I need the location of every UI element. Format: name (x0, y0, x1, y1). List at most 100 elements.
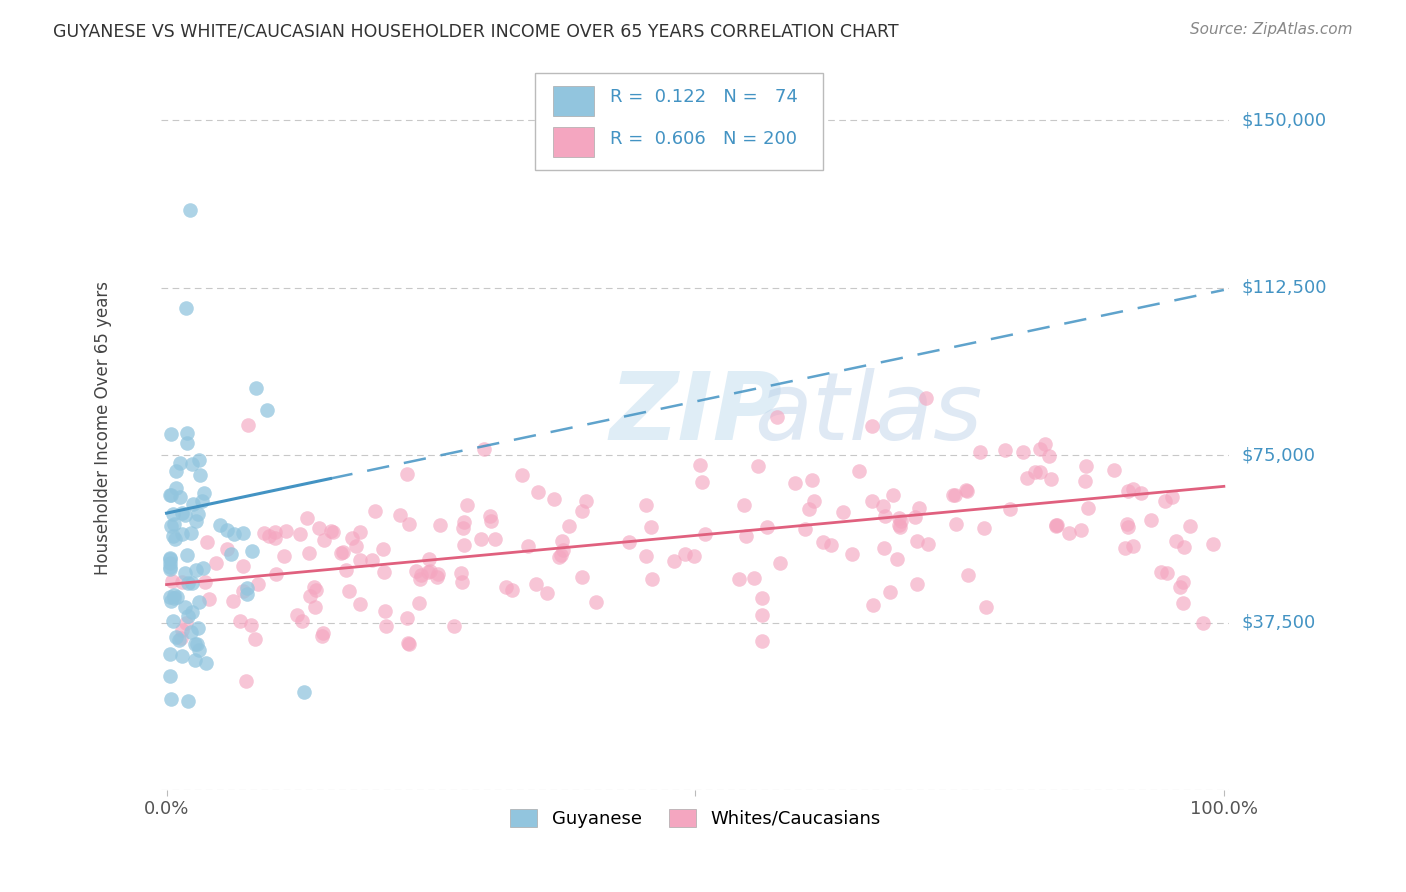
Point (409, 572, 432, 586)
Point (398, 517, 420, 532)
Point (619, 535, 641, 549)
Point (1046, 517, 1069, 532)
Point (375, 619, 398, 633)
Point (453, 538, 475, 552)
Text: $112,500: $112,500 (1241, 278, 1327, 297)
Point (690, 475, 713, 490)
Point (195, 534, 218, 549)
FancyBboxPatch shape (553, 86, 593, 116)
Point (170, 506, 193, 520)
Point (942, 488, 965, 502)
Point (184, 514, 207, 528)
Point (1000, 502, 1022, 516)
Point (1115, 516, 1137, 531)
Point (295, 511, 318, 525)
Point (194, 575, 217, 590)
Point (246, 577, 269, 591)
Point (1122, 483, 1144, 497)
Point (170, 649, 193, 664)
Point (197, 592, 219, 607)
Point (172, 575, 194, 590)
Point (1173, 596, 1195, 610)
Point (887, 518, 910, 533)
Point (187, 453, 209, 467)
Point (186, 563, 208, 577)
Point (276, 524, 298, 539)
Point (886, 552, 908, 566)
Point (177, 693, 200, 707)
Point (453, 515, 475, 529)
Point (820, 538, 842, 552)
Text: GUYANESE VS WHITE/CAUCASIAN HOUSEHOLDER INCOME OVER 65 YEARS CORRELATION CHART: GUYANESE VS WHITE/CAUCASIAN HOUSEHOLDER … (53, 22, 898, 40)
Point (232, 526, 254, 541)
Point (304, 600, 326, 615)
Point (527, 484, 550, 499)
Point (1191, 616, 1213, 631)
Point (890, 514, 912, 528)
Point (253, 526, 276, 541)
Point (364, 504, 387, 518)
Point (187, 621, 209, 635)
Point (875, 508, 897, 523)
Point (176, 548, 198, 562)
Point (510, 467, 533, 482)
Point (245, 632, 267, 646)
Point (733, 498, 755, 512)
Point (501, 583, 523, 598)
Point (769, 556, 792, 570)
Point (311, 628, 333, 642)
Point (1074, 474, 1097, 488)
Point (273, 549, 295, 563)
Point (305, 583, 328, 598)
Point (256, 403, 278, 417)
Point (291, 614, 314, 628)
Point (571, 504, 593, 518)
Point (727, 572, 749, 586)
Point (799, 501, 821, 516)
Point (811, 535, 834, 549)
Point (1076, 500, 1098, 515)
Point (349, 597, 371, 611)
Point (1076, 459, 1098, 474)
Point (472, 442, 495, 456)
Point (408, 596, 430, 610)
Point (166, 590, 188, 604)
Point (973, 521, 995, 535)
Point (360, 553, 382, 567)
Point (1039, 472, 1062, 486)
Point (443, 619, 465, 633)
Point (1011, 445, 1033, 459)
Point (159, 562, 181, 576)
Point (240, 543, 263, 558)
Point (163, 591, 186, 605)
Point (1161, 491, 1184, 505)
Point (451, 521, 474, 535)
Point (160, 427, 183, 442)
Point (917, 537, 939, 551)
Point (162, 507, 184, 521)
Point (215, 523, 238, 537)
Point (1102, 463, 1125, 477)
Point (308, 521, 330, 535)
Point (641, 572, 664, 586)
Point (395, 611, 418, 625)
Point (848, 464, 870, 478)
Point (450, 566, 472, 580)
Point (889, 520, 911, 534)
Point (288, 527, 311, 541)
Point (179, 202, 201, 217)
Point (419, 564, 441, 578)
Point (429, 518, 451, 533)
Point (159, 560, 181, 574)
Point (905, 577, 928, 591)
Text: $150,000: $150,000 (1241, 112, 1327, 129)
Point (744, 571, 766, 585)
Point (174, 301, 197, 315)
Point (1015, 470, 1038, 484)
Point (1201, 537, 1223, 551)
Point (860, 494, 883, 508)
Point (173, 599, 195, 614)
Point (832, 504, 855, 518)
Point (396, 467, 419, 481)
Point (188, 595, 211, 609)
